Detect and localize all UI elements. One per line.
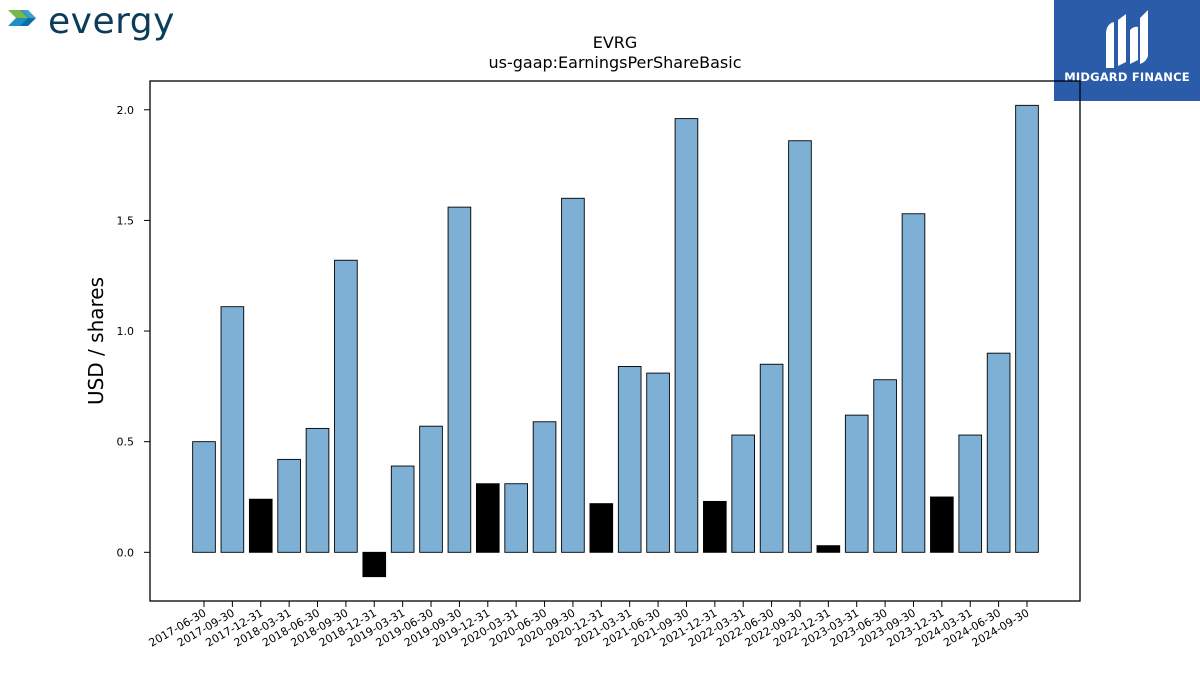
bar-2022-12-31 [816, 545, 841, 553]
bar-2020-06-30 [532, 421, 557, 553]
bar-2023-12-31 [930, 496, 954, 553]
bar-2022-03-31 [731, 434, 756, 553]
bar-2018-12-31 [362, 551, 387, 578]
chart-subtitle: us-gaap:EarningsPerShareBasic [488, 53, 742, 72]
evergy-logo-text: evergy [48, 1, 175, 42]
plot-frame [149, 80, 1081, 602]
x-axis: 2017-06-302017-09-302017-12-312018-03-31… [147, 601, 1032, 650]
bar-2021-03-31 [617, 365, 642, 553]
evergy-arrow-icon [8, 10, 36, 26]
bar-2024-03-31 [958, 434, 983, 553]
bar-2019-12-31 [475, 483, 500, 553]
bar-2024-09-30 [1015, 104, 1039, 553]
bar-2018-06-30 [305, 427, 330, 553]
y-tick-label: 1.5 [117, 214, 135, 227]
y-tick-label: 2.0 [117, 104, 135, 117]
bar-2021-12-31 [703, 500, 727, 553]
bar-2020-12-31 [589, 503, 614, 553]
y-tick-label: 1.0 [117, 325, 135, 338]
bar-2023-09-30 [901, 213, 926, 553]
bar-2017-12-31 [248, 498, 273, 553]
bar-2022-06-30 [759, 363, 784, 553]
bar-2023-03-31 [844, 414, 869, 553]
bar-2024-06-30 [986, 352, 1011, 553]
midgard-logo-icon [1106, 10, 1148, 68]
bar-2019-09-30 [447, 206, 472, 553]
bar-2019-03-31 [390, 465, 415, 553]
bar-2018-09-30 [334, 259, 358, 553]
chart-title: EVRG [592, 33, 638, 52]
bar-2017-06-30 [192, 441, 216, 553]
midgard-finance-badge: MIDGARD FINANCE [1054, 0, 1200, 101]
bar-2023-06-30 [873, 379, 897, 553]
bar-2019-06-30 [419, 425, 443, 553]
evergy-logo: evergy [6, 1, 186, 44]
y-tick-label: 0.0 [117, 546, 135, 559]
bar-series [192, 104, 1039, 578]
bar-2022-09-30 [788, 140, 812, 553]
y-axis: 0.0 0.5 1.0 1.5 2.0 [117, 104, 150, 559]
midgard-finance-label: MIDGARD FINANCE [1064, 70, 1190, 84]
bar-2021-06-30 [646, 372, 670, 553]
bar-2020-09-30 [561, 197, 585, 553]
y-axis-label: USD / shares [84, 277, 108, 405]
bar-2020-03-31 [504, 483, 528, 553]
bar-2021-09-30 [674, 118, 699, 553]
bar-2018-03-31 [277, 458, 301, 553]
y-tick-label: 0.5 [117, 436, 135, 449]
bar-2017-09-30 [220, 306, 245, 553]
